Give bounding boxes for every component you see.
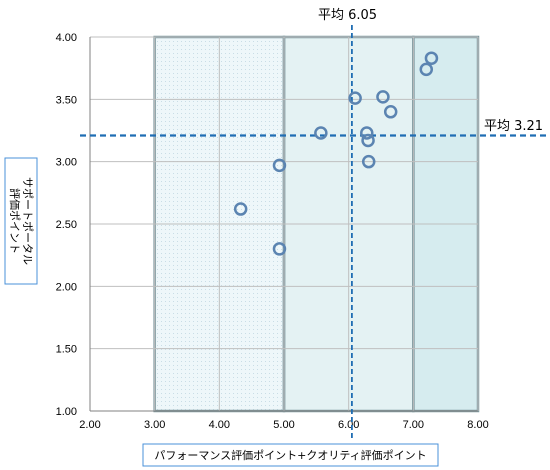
axes: [89, 37, 478, 412]
x-tick-label-2: 4.00: [209, 419, 230, 431]
x-average-label: 平均 6.05: [318, 8, 377, 23]
tick-labels: 2.00 3.00 4.00 5.00 6.00 7.00 8.00 1.00 1.50 2.00…: [56, 32, 489, 431]
x-tick-label-3: 5.00: [273, 419, 294, 431]
data-point-5: [348, 91, 362, 105]
y-tick-label-1: 1.50: [56, 344, 77, 356]
data-point-2: [272, 158, 287, 173]
x-axis-label: パフォーマンス評価ポイント+クオリティ評価ポイント: [154, 448, 426, 462]
data-point-10: [383, 105, 398, 119]
data-points: [233, 51, 439, 256]
y-tick-label-3: 2.50: [56, 219, 77, 231]
x-axis-label-frame: [142, 443, 439, 467]
y-average-label-group: 平均 3.21: [484, 119, 543, 134]
x-average-label-group: 平均 6.05: [318, 8, 377, 23]
y-average-label: 平均 3.21: [484, 119, 543, 134]
data-point-1: [233, 202, 248, 216]
y-axis-label-line-1: サポートポータル: [21, 177, 34, 265]
y-tick-label-5: 3.50: [56, 94, 77, 106]
x-tick-label-5: 7.00: [403, 419, 424, 431]
y-axis-label-line-2: 評価ポイント: [8, 188, 22, 254]
data-point-9: [376, 90, 390, 104]
x-tick-label-1: 3.00: [144, 419, 165, 431]
x-tick-label-6: 8.00: [467, 419, 488, 431]
data-point-4: [314, 126, 328, 140]
x-tick-label-0: 2.00: [79, 419, 100, 431]
y-axis-label-frame: [4, 157, 38, 285]
data-point-11: [419, 62, 434, 77]
data-point-7: [361, 133, 375, 148]
y-tick-label-6: 4.00: [56, 32, 77, 44]
data-point-8: [361, 154, 376, 169]
data-point-6: [360, 126, 374, 140]
x-tick-label-4: 6.00: [338, 419, 359, 431]
y-tick-label-0: 1.00: [56, 406, 77, 418]
y-axis-label-box: サポートポータル 評価ポイント: [4, 157, 38, 285]
y-tick-label-4: 3.00: [56, 157, 77, 169]
average-lines: [80, 25, 548, 441]
data-point-3: [272, 242, 287, 256]
x-axis-label-box: パフォーマンス評価ポイント+クオリティ評価ポイント: [142, 443, 439, 467]
y-tick-label-2: 2.00: [56, 281, 77, 293]
data-point-12: [424, 51, 439, 65]
